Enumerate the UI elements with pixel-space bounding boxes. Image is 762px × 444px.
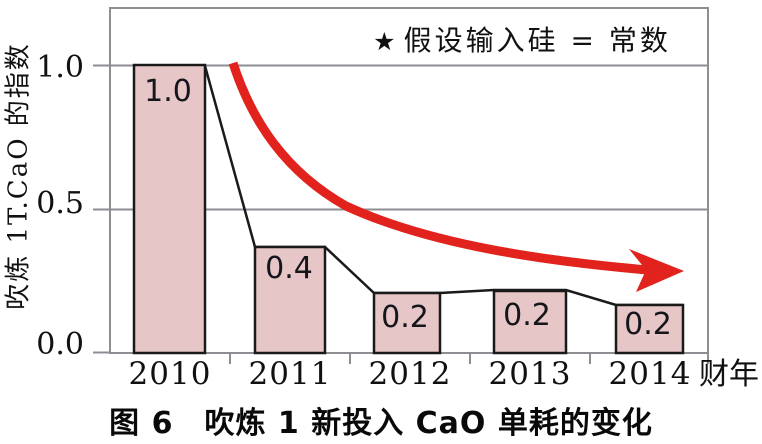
x-tick-label-2010: 2010 — [128, 356, 212, 392]
trend-arrowhead-icon — [629, 249, 684, 292]
figure-caption: 图 6 吹炼 1 新投入 CaO 单耗的变化 — [109, 406, 653, 441]
bar-2011 — [253, 245, 327, 355]
star-icon: ★ — [373, 27, 396, 56]
bar-label-2011: 0.4 — [265, 251, 313, 286]
bar-2014 — [614, 303, 685, 355]
chart-annotation: ★ 假设输入硅 = 常数 — [373, 19, 671, 59]
y-tick-label-0-5: 0.5 — [36, 186, 84, 221]
annotation-text: 假设输入硅 = 常数 — [403, 24, 671, 57]
bar-2013 — [492, 289, 568, 355]
x-axis-unit-label: 财年 — [699, 357, 759, 392]
trend-curve — [228, 61, 649, 275]
x-tick-label-2013: 2013 — [488, 356, 572, 392]
y-tick-label-0-0: 0.0 — [36, 327, 84, 362]
bar-label-2013: 0.2 — [503, 298, 551, 333]
x-tick-label-2012: 2012 — [368, 356, 452, 392]
x-tick-label-2011: 2011 — [248, 356, 332, 392]
bar-2012 — [372, 291, 442, 355]
y-tick-label-1-0: 1.0 — [36, 50, 84, 85]
bar-label-2010: 1.0 — [144, 74, 192, 109]
bar-label-2014: 0.2 — [624, 307, 672, 342]
bar-label-2012: 0.2 — [381, 300, 429, 335]
x-tick-label-2014: 2014 — [608, 356, 692, 392]
bar-2010 — [132, 63, 207, 355]
